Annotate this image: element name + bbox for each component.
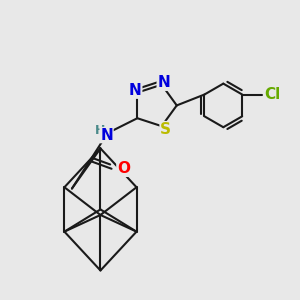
Text: H: H: [94, 124, 105, 136]
Text: N: N: [157, 75, 170, 90]
Text: Cl: Cl: [264, 87, 280, 102]
Text: O: O: [117, 161, 130, 176]
Text: S: S: [160, 122, 171, 136]
Text: N: N: [129, 83, 142, 98]
Text: N: N: [100, 128, 113, 142]
